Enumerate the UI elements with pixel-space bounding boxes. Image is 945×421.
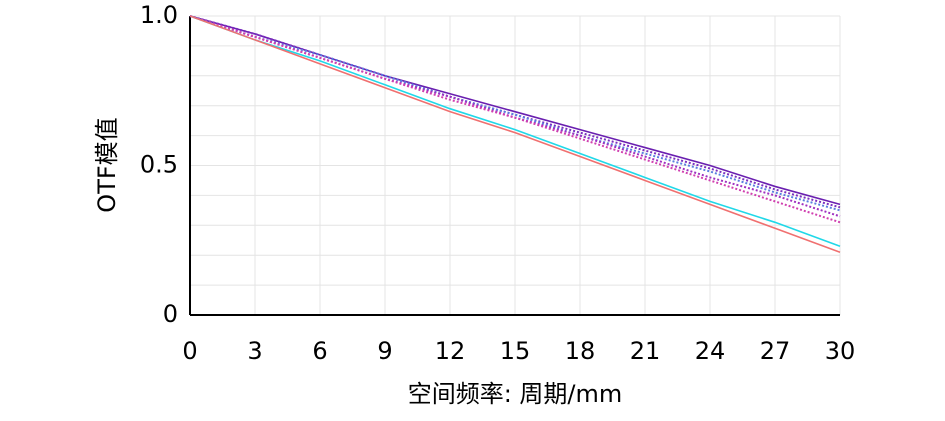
series-line xyxy=(189,15,841,253)
y-axis-label: OTF模值 xyxy=(93,117,121,212)
y-tick-label: 0.5 xyxy=(140,151,178,179)
x-axis-label: 空间频率: 周期/mm xyxy=(408,380,623,408)
y-tick-label: 0 xyxy=(163,300,178,328)
x-tick-label: 27 xyxy=(760,337,791,365)
x-tick-label: 9 xyxy=(377,337,392,365)
x-tick-label: 18 xyxy=(565,337,596,365)
x-tick-label: 0 xyxy=(182,337,197,365)
y-tick-label: 1.0 xyxy=(140,1,178,29)
x-tick-label: 6 xyxy=(312,337,327,365)
x-tick-label: 21 xyxy=(630,337,661,365)
x-tick-label: 24 xyxy=(695,337,726,365)
series-line xyxy=(189,15,841,212)
series-line xyxy=(189,15,841,247)
x-tick-label: 3 xyxy=(247,337,262,365)
x-tick-label: 30 xyxy=(825,337,856,365)
x-tick-label: 12 xyxy=(435,337,466,365)
x-tick-label: 15 xyxy=(500,337,531,365)
series-line xyxy=(189,15,841,224)
